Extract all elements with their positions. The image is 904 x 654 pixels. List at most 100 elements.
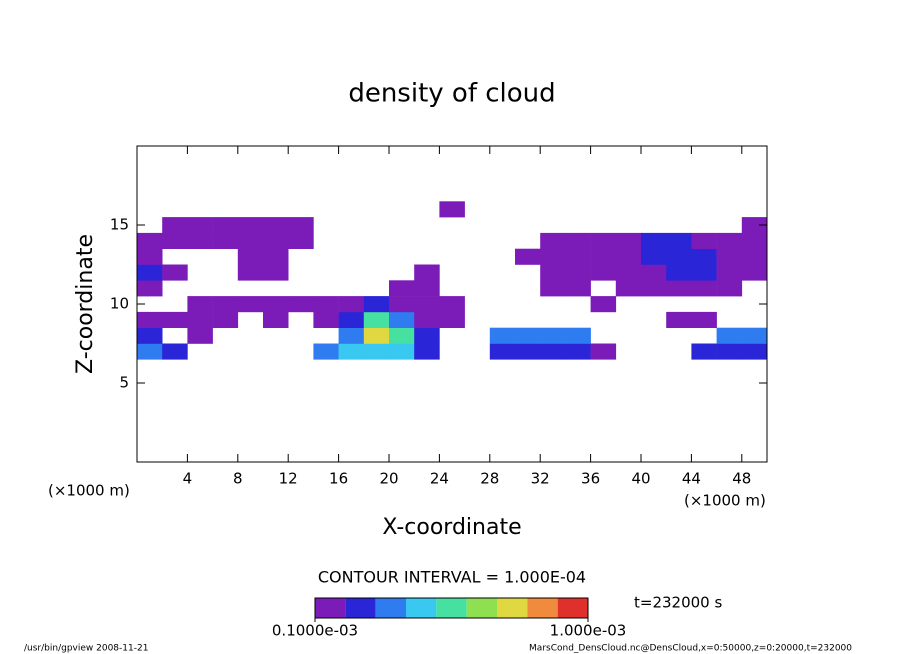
cell: [716, 327, 743, 344]
colorbar-swatch: [497, 598, 528, 618]
cell: [489, 343, 516, 360]
cell: [389, 327, 415, 344]
cell: [540, 232, 566, 249]
cell: [137, 248, 163, 265]
cell: [666, 232, 692, 249]
cell: [414, 264, 440, 281]
cell: [615, 232, 642, 249]
cell: [590, 296, 617, 313]
cell: [641, 280, 667, 297]
cell: [313, 343, 339, 360]
cell: [187, 232, 213, 249]
cell: [363, 343, 390, 360]
x-unit: (×1000 m): [684, 492, 766, 510]
cell: [691, 264, 717, 281]
cell: [263, 264, 289, 281]
cell: [414, 343, 440, 360]
cell: [212, 296, 239, 313]
colorbar-swatch: [315, 598, 346, 618]
cell: [363, 327, 390, 344]
cell: [313, 296, 339, 313]
cell: [439, 311, 465, 328]
cell: [237, 248, 264, 265]
x-unit: (×1000 m): [48, 482, 130, 500]
cell: [741, 264, 768, 281]
cell: [590, 248, 617, 265]
cell: [439, 296, 465, 313]
colorbar-swatch: [406, 598, 437, 618]
cell: [263, 232, 289, 249]
cell: [565, 264, 591, 281]
cell: [666, 280, 692, 297]
x-tick-label: 4: [183, 470, 193, 488]
cell: [338, 311, 365, 328]
y-axis-label: Z-coordinate: [73, 234, 98, 374]
cell: [540, 343, 566, 360]
cell: [691, 311, 717, 328]
cell: [137, 327, 163, 344]
x-tick-label: 28: [480, 470, 499, 488]
cell: [263, 217, 289, 234]
cell: [439, 201, 465, 218]
cell: [288, 232, 314, 249]
cell: [540, 264, 566, 281]
cell: [162, 264, 188, 281]
cell: [363, 311, 390, 328]
cell: [741, 327, 768, 344]
cell: [389, 311, 415, 328]
cell: [716, 343, 743, 360]
cell: [716, 280, 743, 297]
cell: [263, 311, 289, 328]
colorbar-tick-label: 1.000e-03: [550, 622, 627, 640]
x-tick-label: 44: [682, 470, 701, 488]
cell: [338, 343, 365, 360]
footer: /usr/bin/gpview 2008-11-21: [24, 644, 148, 654]
cell: [741, 248, 768, 265]
colorbar-tick-label: 0.1000e-03: [272, 622, 358, 640]
chart-title: density of cloud: [348, 79, 555, 109]
cell: [716, 248, 743, 265]
cell: [263, 248, 289, 265]
colorbar-frame: [314, 597, 589, 619]
cell: [489, 327, 516, 344]
colorbar-swatch: [466, 598, 497, 618]
cell: [187, 327, 213, 344]
cell: [212, 232, 239, 249]
x-tick-label: 40: [631, 470, 650, 488]
cell: [615, 280, 642, 297]
cell: [313, 311, 339, 328]
cell: [137, 264, 163, 281]
cell: [338, 327, 365, 344]
cell: [691, 280, 717, 297]
cell: [414, 296, 440, 313]
cell: [641, 264, 667, 281]
colorbar-swatch: [375, 598, 406, 618]
cell: [288, 296, 314, 313]
x-tick-label: 36: [581, 470, 600, 488]
x-tick-label: 32: [531, 470, 550, 488]
y-tick-label: 10: [110, 295, 129, 313]
y-tick-label: 5: [119, 374, 129, 392]
x-axis-label: X-coordinate: [382, 515, 521, 540]
cell: [565, 343, 591, 360]
y-tick-label: 15: [110, 216, 129, 234]
cell: [565, 280, 591, 297]
x-tick-label: 16: [329, 470, 348, 488]
cell: [691, 343, 717, 360]
cell: [716, 232, 743, 249]
cell: [741, 343, 768, 360]
cell: [389, 296, 415, 313]
cell: [540, 280, 566, 297]
colorbar-swatch: [527, 598, 558, 618]
cell: [590, 343, 617, 360]
cell: [565, 232, 591, 249]
cell: [212, 311, 239, 328]
cell: [515, 343, 541, 360]
colorbar-swatch: [436, 598, 467, 618]
cell: [389, 343, 415, 360]
cell: [515, 248, 541, 265]
footer: MarsCond_DensCloud.nc@DensCloud,x=0:5000…: [529, 644, 852, 654]
cell: [363, 296, 390, 313]
